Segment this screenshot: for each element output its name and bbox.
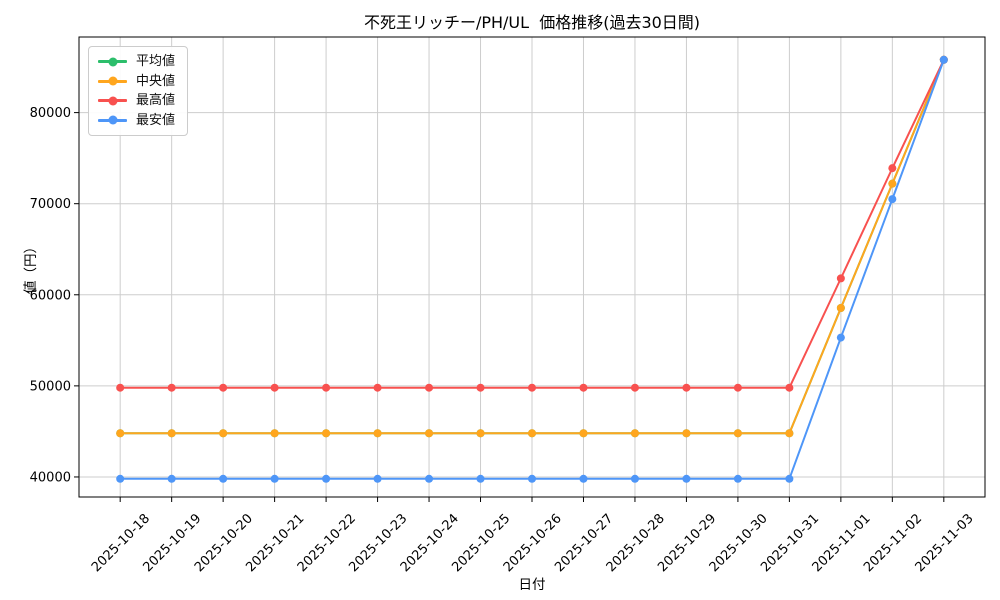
average-line-marker-icon	[98, 57, 127, 66]
average-dot-icon	[108, 57, 117, 66]
legend-label-min: 最安値	[136, 112, 176, 128]
series-min	[116, 55, 948, 483]
min-line-marker-icon	[98, 115, 127, 125]
svg-text:80000: 80000	[30, 106, 71, 121]
legend-label-median: 中央値	[136, 73, 176, 89]
x-tick-labels: 2025-10-182025-10-192025-10-202025-10-21…	[89, 511, 977, 575]
svg-text:40000: 40000	[30, 470, 71, 485]
plot-border	[78, 36, 986, 498]
y-axis-label: 値（円）	[23, 240, 39, 294]
legend-label-max: 最高値	[136, 93, 176, 108]
svg-text:60000: 60000	[30, 288, 71, 303]
svg-text:70000: 70000	[30, 197, 71, 212]
legend-item-min: 最安値	[98, 113, 175, 128]
max-line-marker-icon	[98, 96, 127, 105]
x-axis-label: 日付	[518, 577, 546, 593]
legend: 平均値 中央値 最高値 最安値	[88, 46, 189, 136]
median-dot-icon	[108, 76, 117, 86]
series-max	[116, 55, 948, 392]
gridlines	[79, 37, 985, 497]
axis-ticks	[74, 112, 945, 502]
legend-item-average: 平均値	[98, 54, 175, 69]
legend-label-average: 平均値	[136, 54, 176, 69]
svg-text:50000: 50000	[30, 379, 71, 394]
max-dot-icon	[108, 96, 117, 105]
legend-item-max: 最高値	[98, 93, 175, 108]
min-dot-icon	[108, 115, 117, 125]
y-tick-labels: 40000 50000 60000 70000 80000	[30, 106, 71, 485]
median-line-marker-icon	[98, 76, 127, 86]
chart-title: 不死王リッチー/PH/UL 価格推移(過去30日間)	[363, 13, 701, 32]
legend-item-median: 中央値	[98, 74, 175, 89]
